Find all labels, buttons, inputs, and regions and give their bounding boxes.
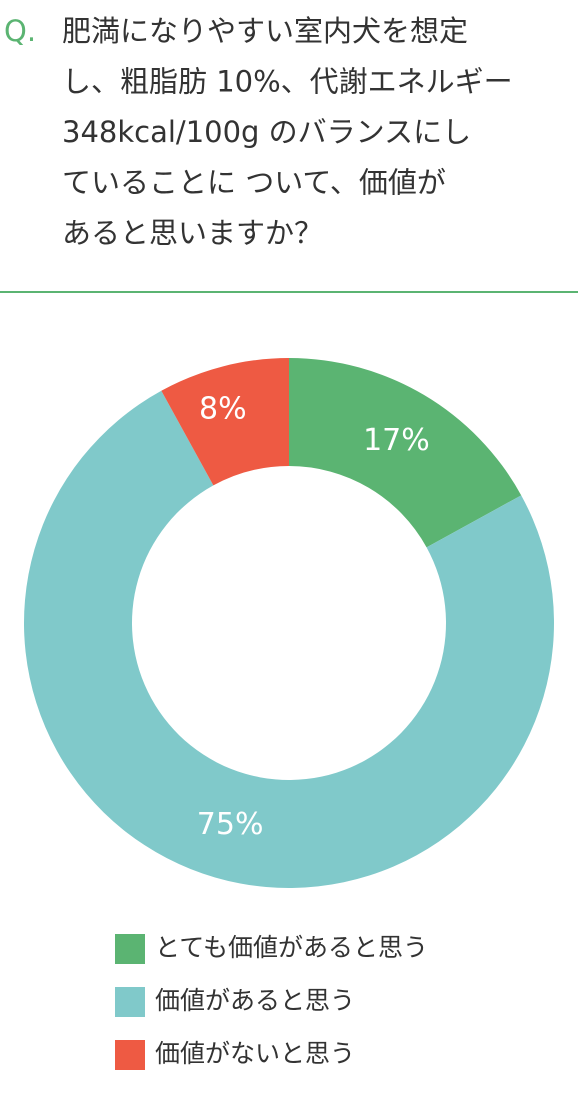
donut-segment <box>161 358 289 486</box>
legend-label: 価値があると思う <box>155 986 355 1015</box>
chart: 17% 75% 8% <box>23 358 554 888</box>
donut-segment <box>289 358 522 548</box>
question-line: あると思いますか？ <box>62 216 323 250</box>
question-line: 348kcal/100g のバランスにし <box>62 115 471 149</box>
data-label: 75% <box>197 807 264 842</box>
donut-segment <box>23 390 554 888</box>
data-label: 17% <box>363 423 430 458</box>
legend-label: とても価値があると思う <box>155 933 428 962</box>
legend-swatch <box>115 934 145 964</box>
legend-label: 価値がないと思う <box>155 1039 355 1068</box>
data-label: 8% <box>199 392 247 427</box>
question-line: ていることに ついて、価値が <box>62 166 446 200</box>
question-marker: Q. <box>4 14 36 48</box>
legend-swatch <box>115 987 145 1017</box>
question-line: 肥満になりやすい室内犬を想定 <box>62 14 468 48</box>
question-line: し、粗脂肪 10%、代謝エネルギー <box>62 65 513 99</box>
legend-swatch <box>115 1040 145 1070</box>
